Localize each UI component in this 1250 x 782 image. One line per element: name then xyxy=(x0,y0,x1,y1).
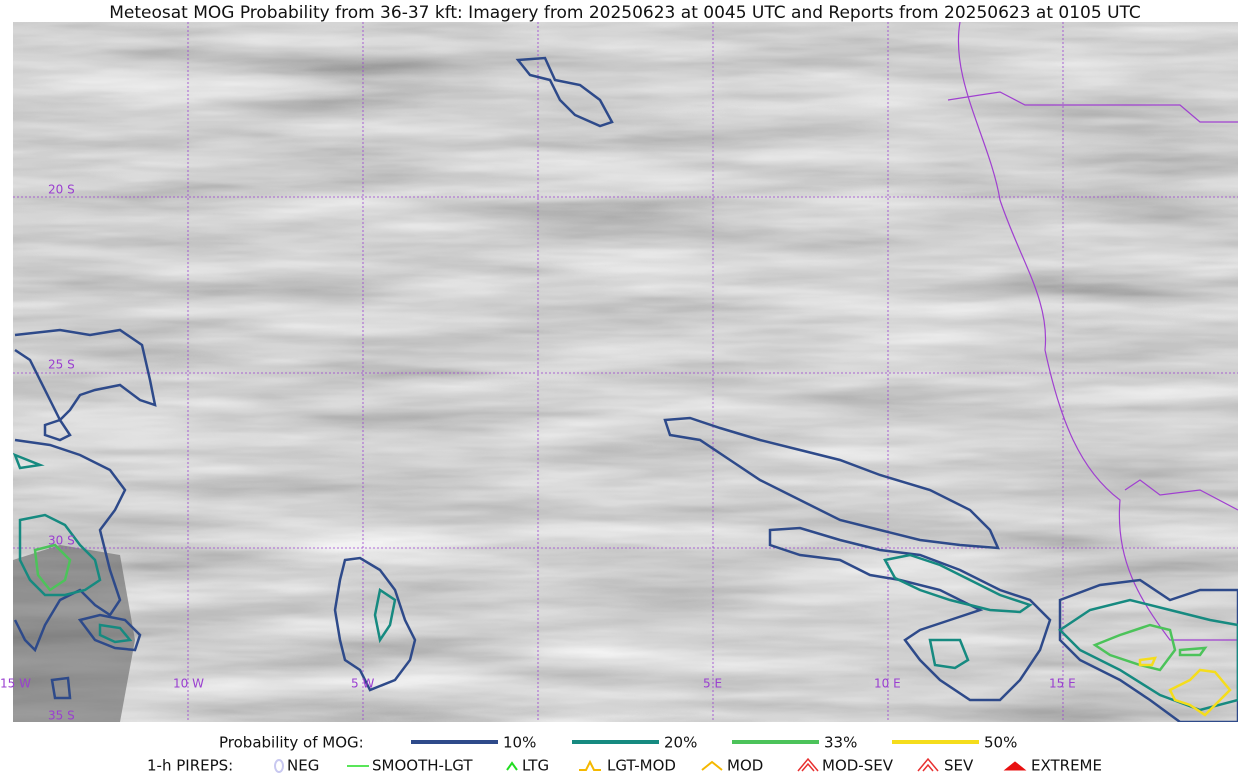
coastline xyxy=(957,22,1238,641)
title: Meteosat MOG Probability from 36-37 kft:… xyxy=(109,3,1141,23)
lat-label: 30 S xyxy=(48,534,75,548)
lon-label: 15 E xyxy=(1049,677,1076,691)
border xyxy=(1124,479,1238,511)
map xyxy=(13,22,1238,722)
legend-label: Probability of MOG: xyxy=(219,734,364,752)
legend-entry: 33% xyxy=(824,734,857,752)
legend-entry: EXTREME xyxy=(1031,757,1102,775)
lon-label: 5 E xyxy=(703,677,722,691)
lat-label: 35 S xyxy=(48,709,75,723)
legend-label: 1-h PIREPS: xyxy=(147,757,233,775)
legend-entry: LGT-MOD xyxy=(607,757,676,775)
legend-entry: MOD-SEV xyxy=(822,757,894,775)
lon-label: 15 W xyxy=(0,677,31,691)
grid xyxy=(13,22,1238,722)
legend-entry: 10% xyxy=(503,734,536,752)
satellite-imagery xyxy=(13,22,1238,722)
lat-labels: 20 S 25 S 30 S 35 S xyxy=(48,183,75,723)
pirep-icon xyxy=(797,757,819,772)
lon-label: 5 W xyxy=(351,677,374,691)
legend-entry: 50% xyxy=(984,734,1017,752)
legend-entry: NEG xyxy=(287,757,319,775)
legend-entry: LTG xyxy=(522,757,549,775)
legend-entry: MOD xyxy=(727,757,763,775)
legend: Probability of MOG: 10% 20% 33% 50% 1-h PIREP… xyxy=(147,734,1102,775)
pirep-icon xyxy=(579,759,601,771)
border xyxy=(947,91,1238,123)
lon-label: 10 W xyxy=(173,677,204,691)
legend-entry: SEV xyxy=(944,757,974,775)
lat-label: 25 S xyxy=(48,358,75,372)
lat-label: 20 S xyxy=(48,183,75,197)
lon-labels: 15 W 10 W 5 W 5 E 10 E 15 E xyxy=(0,677,1076,691)
pirep-icon xyxy=(1003,761,1027,771)
lon-label: 10 E xyxy=(874,677,901,691)
cloud-patch xyxy=(13,545,135,722)
pirep-icon xyxy=(701,760,723,771)
contours xyxy=(13,56,1238,722)
pirep-icon xyxy=(506,761,518,771)
legend-entry: SMOOTH-LGT xyxy=(372,757,473,775)
pirep-icon xyxy=(917,757,939,772)
pirep-icon xyxy=(274,759,284,773)
legend-entry: 20% xyxy=(664,734,697,752)
